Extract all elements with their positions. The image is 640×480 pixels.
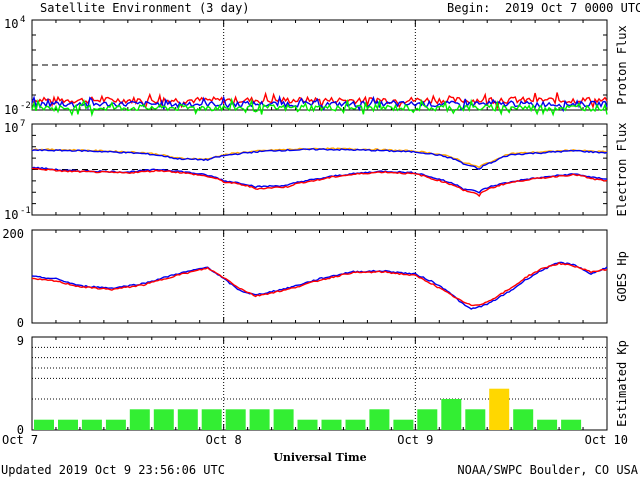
kp-bar	[105, 419, 126, 430]
series-line-blue	[31, 166, 608, 194]
series-line-red	[31, 91, 608, 111]
x-tick-labels: Oct 7 Oct 8 Oct 9 Oct 10	[2, 433, 628, 447]
y-axis-label: GOES Hp	[615, 251, 629, 302]
kp-bar	[153, 409, 174, 430]
kp-bar	[345, 419, 366, 430]
chart-title: Satellite Environment (3 day)	[40, 1, 250, 15]
series-line-red	[31, 261, 608, 307]
kp-bar	[34, 419, 54, 430]
kp-bar	[537, 419, 558, 430]
y-tick-label: 10	[4, 17, 18, 31]
kp-bar	[393, 419, 414, 430]
kp-bar	[441, 399, 462, 430]
y-tick-exponent: 7	[20, 119, 25, 129]
y-tick-exponent: -1	[20, 206, 31, 216]
credit-text: NOAA/SWPC Boulder, CO USA	[457, 463, 638, 477]
kp-bar	[273, 409, 294, 430]
kp-bar	[225, 409, 246, 430]
y-tick-label: 0	[17, 423, 24, 437]
kp-bar	[129, 409, 150, 430]
series-line-red	[31, 167, 608, 198]
panel-frame	[31, 19, 608, 111]
kp-bar	[489, 388, 510, 430]
kp-bar	[561, 419, 582, 430]
y-tick-label: 200	[2, 227, 24, 241]
series-line-green	[31, 97, 608, 118]
kp-bar	[81, 419, 102, 430]
y-tick-label: 10	[4, 121, 18, 135]
updated-timestamp: Updated 2019 Oct 9 23:56:06 UTC	[1, 463, 225, 477]
kp-bar	[249, 409, 270, 430]
begin-label: Begin:	[447, 1, 490, 15]
x-tick-label: Oct 7	[2, 433, 38, 447]
series-line-orange	[32, 147, 608, 169]
series-line-blue	[31, 261, 608, 310]
kp-bar	[297, 419, 318, 430]
y-axis-label: Estimated Kp	[615, 340, 629, 427]
kp-bar	[321, 419, 342, 430]
y-axis-label: Electron Flux	[615, 123, 629, 217]
goes-hp-panel: GOES Hp 200 0	[2, 227, 629, 330]
kp-bar	[513, 409, 534, 430]
estimated-kp-panel: Estimated Kp 9 0	[17, 334, 629, 437]
y-tick-exponent: 4	[20, 15, 25, 25]
begin-value: 2019 Oct 7 0000 UTC	[505, 1, 640, 15]
kp-bar	[177, 409, 198, 430]
kp-bar	[465, 409, 486, 430]
y-tick-label: 10	[4, 103, 18, 117]
series-line-blue	[31, 148, 608, 170]
y-tick-label: 0	[17, 316, 24, 330]
panel-frame	[31, 229, 608, 324]
kp-bar	[417, 409, 438, 430]
kp-bar	[369, 409, 390, 430]
panel-frame	[31, 123, 608, 216]
y-tick-label: 10	[4, 208, 18, 222]
x-tick-label: Oct 8	[206, 433, 242, 447]
y-tick-label: 9	[17, 334, 24, 348]
kp-bar	[201, 409, 222, 430]
kp-bar	[58, 419, 78, 430]
x-axis-label: Universal Time	[273, 451, 366, 464]
x-tick-label: Oct 10	[585, 433, 628, 447]
y-tick-exponent: -2	[20, 101, 31, 111]
y-axis-label: Proton Flux	[615, 25, 629, 104]
x-tick-label: Oct 9	[397, 433, 433, 447]
